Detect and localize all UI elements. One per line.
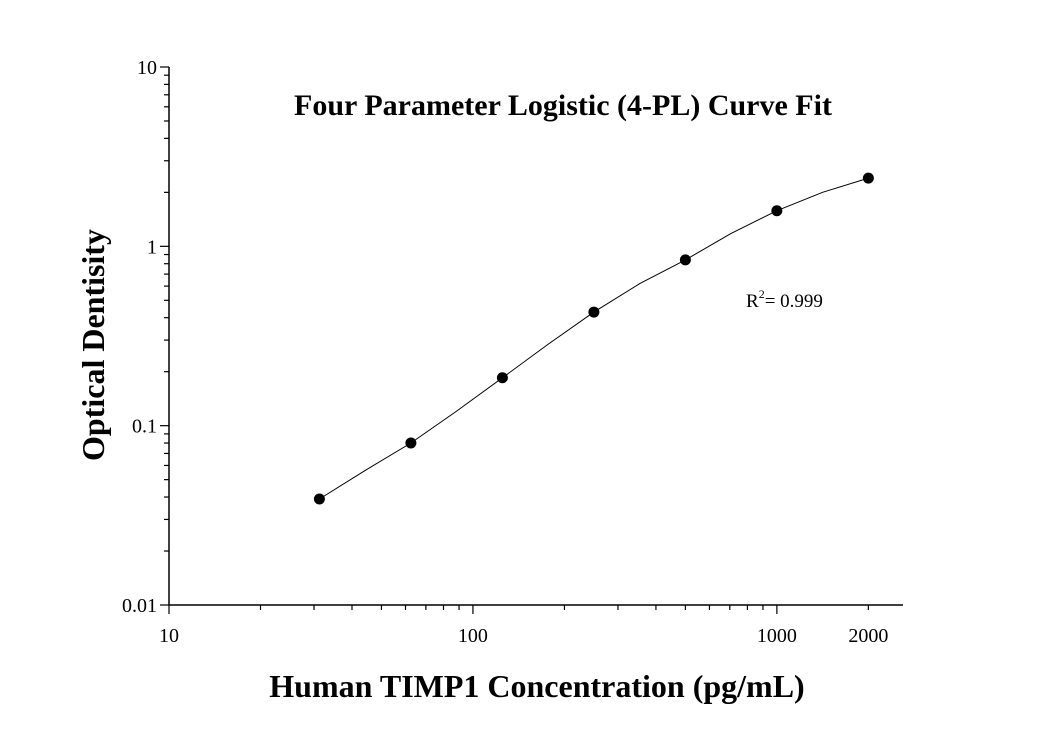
chart-title: Four Parameter Logistic (4-PL) Curve Fit [294, 89, 832, 122]
r-squared-base: R [746, 291, 759, 312]
y-tick-label: 10 [137, 57, 157, 79]
data-point [771, 205, 783, 217]
fit-curve [319, 177, 869, 500]
x-tick-label: 100 [458, 625, 488, 647]
x-axis-title: Human TIMP1 Concentration (pg/mL) [269, 668, 804, 704]
y-axis-title: Optical Dentisity [75, 229, 111, 461]
data-point [679, 254, 691, 266]
r-squared-superscript: 2 [759, 287, 765, 301]
data-point [405, 437, 417, 449]
axes [168, 67, 903, 606]
data-point [588, 306, 600, 318]
x-tick-label: 2000 [848, 625, 888, 647]
fit-curve-layer [319, 177, 869, 500]
data-point [313, 493, 325, 505]
x-tick-label: 1000 [757, 625, 797, 647]
data-point [862, 172, 874, 184]
y-tick-label: 1 [147, 236, 157, 258]
r-squared-value: = 0.999 [765, 291, 823, 312]
data-points-layer [313, 172, 874, 505]
r-squared-annotation: R2= 0.999 [746, 287, 823, 312]
x-axis-ticks: 10 100 1000 2000 [159, 605, 888, 647]
y-axis-ticks: 0.01 0.1 1 10 [122, 57, 169, 617]
data-point [496, 372, 508, 384]
y-tick-label: 0.1 [132, 416, 157, 438]
y-tick-label: 0.01 [122, 595, 157, 617]
x-tick-label: 10 [159, 625, 179, 647]
